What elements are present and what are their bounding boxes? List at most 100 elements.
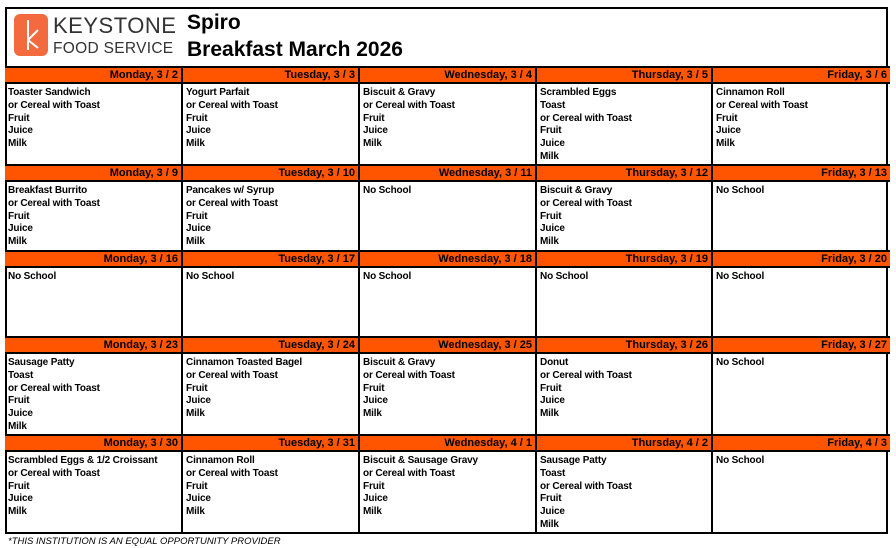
menu-items: Yogurt Parfait or Cereal with Toast Fruit J… (183, 84, 358, 151)
menu-item: Fruit (8, 210, 30, 222)
menu-item: Yogurt Parfait (186, 87, 250, 98)
day-header: Friday, 4 / 3 (713, 434, 890, 452)
day-cell: Monday, 3 / 9 Breakfast Burrito or Cereal … (5, 164, 183, 250)
menu-item: No School (363, 185, 412, 196)
menu-items: No School (360, 268, 535, 284)
menu-item: Toaster Sandwich (8, 87, 91, 98)
menu-items: Cinnamon Toasted Bagel or Cereal with Toa… (183, 354, 358, 421)
menu-item: Milk (186, 408, 205, 420)
school-name: Spiro (187, 11, 241, 34)
day-header: Friday, 3 / 6 (713, 66, 890, 84)
menu-item: Fruit (540, 493, 562, 505)
day-cell: Thursday, 3 / 26 Donut or Cereal with Toas… (537, 336, 713, 434)
menu-items: Pancakes w/ Syrup or Cereal with Toast Fru… (183, 182, 358, 249)
menu-item: or Cereal with Toast (8, 99, 100, 111)
menu-item: or Cereal with Toast (8, 197, 100, 209)
menu-item: or Cereal with Toast (186, 467, 278, 479)
day-header: Wednesday, 4 / 1 (360, 434, 535, 452)
day-cell: Monday, 3 / 23 Sausage Patty Toast or Cerea… (5, 336, 183, 434)
menu-item: No School (363, 271, 412, 282)
day-header: Wednesday, 3 / 18 (360, 250, 535, 268)
day-header: Friday, 3 / 13 (713, 164, 890, 182)
menu-item: or Cereal with Toast (363, 467, 455, 479)
menu-item: Fruit (540, 125, 562, 137)
day-cell: Thursday, 3 / 12 Biscuit & Gravy or Cereal… (537, 164, 713, 250)
day-cell: Wednesday, 4 / 1 Biscuit & Sausage Gravy o… (360, 434, 537, 534)
day-header: Friday, 3 / 27 (713, 336, 890, 354)
menu-item: Fruit (186, 112, 208, 124)
menu-item: No School (540, 271, 589, 282)
menu-item: Biscuit & Sausage Gravy (363, 455, 478, 466)
menu-item: or Cereal with Toast (186, 369, 278, 381)
footer-note: *THIS INSTITUTION IS AN EQUAL OPPORTUNIT… (8, 536, 281, 547)
menu-item: No School (716, 271, 765, 282)
day-cell: Tuesday, 3 / 17 No School (183, 250, 360, 336)
day-cell: Thursday, 3 / 5 Scrambled Eggs Toast or Cer… (537, 66, 713, 164)
menu-item: Fruit (8, 112, 30, 124)
menu-item: Donut (540, 357, 569, 368)
day-header: Tuesday, 3 / 24 (183, 336, 358, 354)
day-cell: Wednesday, 3 / 11 No School (360, 164, 537, 250)
menu-items: Biscuit & Gravy or Cereal with Toast Fruit… (537, 182, 711, 249)
menu-item: Fruit (186, 480, 208, 492)
menu-item: Juice (186, 223, 211, 235)
menu-item: or Cereal with Toast (8, 467, 100, 479)
day-cell: Friday, 3 / 13 No School (713, 164, 890, 250)
menu-item: No School (186, 271, 235, 282)
menu-items: Sausage Patty Toast or Cereal with Toast Fr… (5, 354, 181, 434)
menu-items: No School (713, 182, 890, 198)
day-cell: Thursday, 3 / 19 No School (537, 250, 713, 336)
menu-items: Toaster Sandwich or Cereal with Toast Frui… (5, 84, 181, 151)
menu-item: Toast (540, 99, 566, 111)
day-header: Friday, 3 / 20 (713, 250, 890, 268)
menu-items: No School (713, 452, 890, 468)
menu-item: or Cereal with Toast (540, 480, 632, 492)
menu-item: Sausage Patty (8, 357, 75, 368)
menu-item: No School (716, 357, 765, 368)
menu-items: No School (5, 268, 181, 284)
menu-items: No School (537, 268, 711, 284)
menu-item: Juice (8, 125, 33, 137)
menu-item: Juice (8, 408, 33, 420)
week-row: Monday, 3 / 16 No School Tuesday, 3 / 17 No… (5, 250, 890, 336)
day-header: Tuesday, 3 / 17 (183, 250, 358, 268)
menu-items: Cinnamon Roll or Cereal with Toast Fruit Ju… (183, 452, 358, 519)
menu-item: or Cereal with Toast (8, 382, 100, 394)
menu-item: Milk (540, 236, 559, 248)
menu-item: Fruit (186, 382, 208, 394)
menu-items: Biscuit & Sausage Gravy or Cereal with To… (360, 452, 535, 519)
day-header: Wednesday, 3 / 25 (360, 336, 535, 354)
day-header: Thursday, 3 / 19 (537, 250, 711, 268)
day-header: Wednesday, 3 / 11 (360, 164, 535, 182)
menu-item: or Cereal with Toast (540, 112, 632, 124)
menu-item: Fruit (363, 112, 385, 124)
menu-item: or Cereal with Toast (363, 369, 455, 381)
menu-item: or Cereal with Toast (186, 99, 278, 111)
menu-item: or Cereal with Toast (186, 197, 278, 209)
day-cell: Wednesday, 3 / 25 Biscuit & Gravy or Cerea… (360, 336, 537, 434)
day-header: Thursday, 4 / 2 (537, 434, 711, 452)
day-cell: Monday, 3 / 16 No School (5, 250, 183, 336)
menu-items: Scrambled Eggs & 1/2 Croissant or Cereal … (5, 452, 181, 519)
day-cell: Tuesday, 3 / 3 Yogurt Parfait or Cereal wi… (183, 66, 360, 164)
menu-item: or Cereal with Toast (363, 99, 455, 111)
menu-item: Juice (540, 395, 565, 407)
menu-items: Scrambled Eggs Toast or Cereal with Toast F… (537, 84, 711, 164)
menu-item: Pancakes w/ Syrup (186, 185, 275, 196)
menu-item: Fruit (8, 480, 30, 492)
menu-item: Fruit (363, 480, 385, 492)
day-cell: Tuesday, 3 / 10 Pancakes w/ Syrup or Cerea… (183, 164, 360, 250)
menu-item: Fruit (8, 395, 30, 407)
menu-item: or Cereal with Toast (716, 99, 808, 111)
menu-item: Milk (186, 506, 205, 518)
day-header: Tuesday, 3 / 10 (183, 164, 358, 182)
day-cell: Friday, 3 / 27 No School (713, 336, 890, 434)
day-header: Tuesday, 3 / 3 (183, 66, 358, 84)
day-cell: Wednesday, 3 / 4 Biscuit & Gravy or Cereal… (360, 66, 537, 164)
day-header: Tuesday, 3 / 31 (183, 434, 358, 452)
menu-item: Juice (363, 395, 388, 407)
menu-items: Biscuit & Gravy or Cereal with Toast Fruit… (360, 354, 535, 421)
menu-item: Milk (540, 408, 559, 420)
day-cell: Tuesday, 3 / 31 Cinnamon Roll or Cereal wi… (183, 434, 360, 534)
menu-item: Milk (540, 150, 559, 162)
